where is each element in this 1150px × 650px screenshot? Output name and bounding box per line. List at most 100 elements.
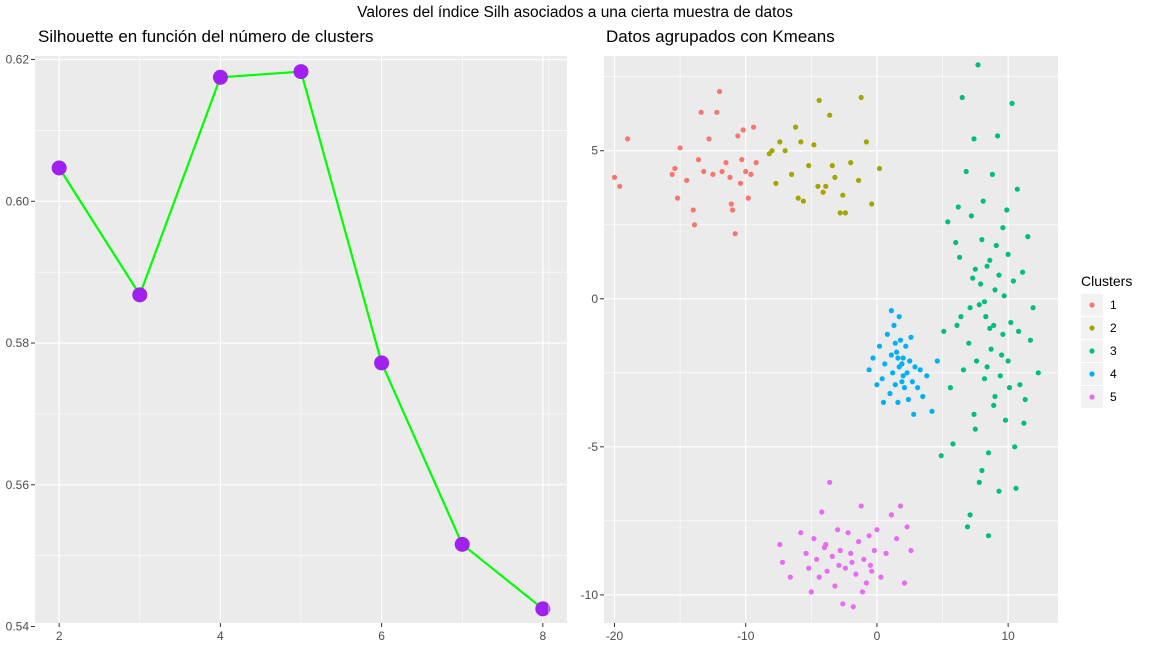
cluster-1-point xyxy=(674,195,681,201)
cluster-3-point xyxy=(1035,370,1041,376)
legend-title: Clusters xyxy=(1081,273,1132,289)
cluster-3-point xyxy=(992,393,998,400)
cluster-4-point xyxy=(876,343,883,349)
cluster-2-point xyxy=(863,139,870,145)
cluster-4-point xyxy=(896,314,902,320)
cluster-4-point xyxy=(907,358,913,364)
silhouette-grid xyxy=(35,56,567,628)
cluster-5-point xyxy=(787,574,793,580)
cluster-2-point xyxy=(811,142,817,148)
cluster-4-point xyxy=(880,399,887,405)
cluster-3-point xyxy=(979,237,985,243)
x-tick-label: 6 xyxy=(378,629,385,643)
cluster-2-point xyxy=(858,94,864,101)
cluster-1-point xyxy=(735,133,741,139)
cluster-5-point xyxy=(853,571,859,577)
cluster-3-point xyxy=(980,198,986,204)
cluster-3-point xyxy=(991,402,997,408)
silhouette-point xyxy=(454,536,470,552)
cluster-1-point xyxy=(751,124,757,130)
cluster-1-point xyxy=(710,171,716,177)
cluster-4-point xyxy=(884,331,891,337)
cluster-1-point xyxy=(723,160,729,166)
cluster-5-point xyxy=(827,479,833,485)
cluster-4-point xyxy=(911,411,917,417)
cluster-5-point xyxy=(901,580,908,586)
cluster-1-point xyxy=(745,195,751,201)
cluster-3-point xyxy=(972,426,978,432)
cluster-3-point xyxy=(1016,328,1022,334)
cluster-5-point xyxy=(835,527,841,533)
cluster-5-point xyxy=(832,583,838,589)
cluster-1-point xyxy=(698,109,704,115)
y-tick-label: 5 xyxy=(591,144,598,158)
cluster-2-point xyxy=(876,165,883,172)
cluster-3-point xyxy=(1025,234,1031,240)
cluster-3-point xyxy=(950,441,956,447)
y-tick-label: -5 xyxy=(587,440,598,454)
cluster-2-point xyxy=(856,177,862,183)
cluster-5-point xyxy=(858,503,864,509)
x-tick-label: 0 xyxy=(874,629,881,643)
cluster-4-point xyxy=(870,355,876,361)
y-tick-label: 0.62 xyxy=(6,53,30,67)
cluster-4-point xyxy=(924,373,930,379)
cluster-3-point xyxy=(983,314,989,320)
cluster-4-point xyxy=(887,390,893,397)
y-tick-label: 0.60 xyxy=(6,194,30,208)
cluster-5-point xyxy=(874,527,880,533)
cluster-3-point xyxy=(981,376,988,382)
legend-key-3 xyxy=(1089,348,1095,354)
cluster-2-point xyxy=(848,160,854,166)
cluster-5-point xyxy=(779,559,786,565)
cluster-3-point xyxy=(1000,331,1006,337)
cluster-3-point xyxy=(988,346,994,352)
cluster-3-point xyxy=(1012,444,1018,450)
cluster-5-point xyxy=(824,568,830,574)
cluster-3-point xyxy=(945,219,951,225)
cluster-3-point xyxy=(981,299,988,305)
cluster-2-point xyxy=(827,112,833,118)
cluster-3-point xyxy=(987,325,993,331)
cluster-3-point xyxy=(958,314,964,320)
cluster-2-point xyxy=(842,210,849,216)
cluster-5-point xyxy=(845,530,851,536)
cluster-5-point xyxy=(777,541,783,548)
cluster-5-point xyxy=(816,574,822,580)
cluster-2-point xyxy=(782,148,788,154)
cluster-3-point xyxy=(984,364,990,370)
y-tick-label: 0.56 xyxy=(6,478,30,492)
cluster-3-point xyxy=(996,272,1002,278)
cluster-3-point xyxy=(955,204,961,210)
cluster-3-point xyxy=(970,275,976,281)
cluster-3-point xyxy=(1008,319,1014,326)
cluster-4-point xyxy=(929,408,935,414)
silhouette-point xyxy=(293,64,309,80)
cluster-2-point xyxy=(798,139,804,145)
cluster-3-point xyxy=(991,322,997,328)
cluster-3-point xyxy=(1002,417,1009,423)
cluster-1-point xyxy=(728,201,734,207)
cluster-3-point xyxy=(987,257,993,263)
cluster-5-point xyxy=(798,530,804,536)
silhouette-point xyxy=(51,160,67,176)
cluster-3-point xyxy=(976,479,982,485)
cluster-4-point xyxy=(917,367,923,373)
cluster-5-point xyxy=(850,604,856,610)
cluster-3-point xyxy=(999,352,1005,358)
cluster-4-point xyxy=(890,370,896,376)
cluster-5-point xyxy=(837,547,843,554)
cluster-4-point xyxy=(915,385,921,391)
cluster-4-point xyxy=(934,358,940,364)
cluster-2-point xyxy=(806,163,812,169)
cluster-3-point xyxy=(1013,485,1019,491)
cluster-3-point xyxy=(959,94,965,101)
cluster-1-point xyxy=(716,88,723,95)
legend-key-5 xyxy=(1089,394,1095,400)
cluster-2-point xyxy=(820,189,826,195)
cluster-4-point xyxy=(874,382,880,388)
cluster-3-point xyxy=(985,533,992,539)
cluster-5-point xyxy=(808,589,814,595)
x-tick-label: -20 xyxy=(606,629,624,643)
